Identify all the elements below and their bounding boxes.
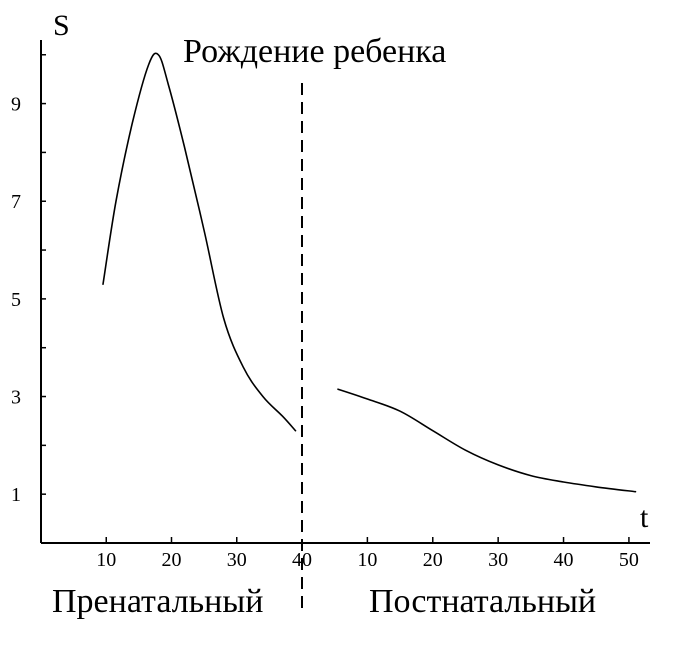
x-tick-label: 10	[357, 549, 377, 571]
y-tick-label: 9	[11, 94, 21, 116]
prenatal-region-label: Пренатальный	[52, 583, 263, 620]
x-tick-label: 10	[96, 549, 116, 571]
y-tick-label: 7	[11, 191, 21, 213]
x-tick-label: 20	[423, 549, 443, 571]
y-tick-label: 3	[11, 387, 21, 409]
birth-tick-label: 40	[292, 549, 312, 571]
y-axis-label: S	[53, 9, 70, 42]
x-tick-label: 40	[554, 549, 574, 571]
x-tick-label: 30	[488, 549, 508, 571]
x-tick-label: 20	[162, 549, 182, 571]
prenatal-series-line	[102, 52, 297, 432]
x-ticks: 10 20 30 10 20 30 40 50	[96, 537, 639, 571]
x-tick-label: 30	[227, 549, 247, 571]
postnatal-series-line	[337, 388, 637, 493]
x-tick-label: 50	[619, 549, 639, 571]
curves	[102, 52, 637, 493]
postnatal-region-label: Постнатальный	[369, 583, 596, 620]
x-axis-label: t	[640, 501, 649, 534]
birth-annotation: Рождение ребенка	[183, 33, 446, 70]
y-ticks: 1 3 5 7 9	[11, 54, 46, 506]
y-tick-label: 1	[11, 484, 21, 506]
y-tick-label: 5	[11, 289, 21, 311]
